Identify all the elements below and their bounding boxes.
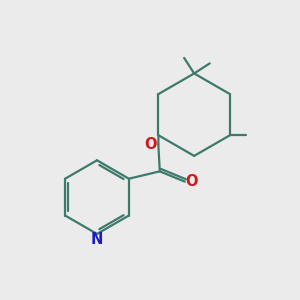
Text: N: N [91, 232, 103, 247]
Text: O: O [185, 174, 197, 189]
Text: O: O [144, 137, 156, 152]
